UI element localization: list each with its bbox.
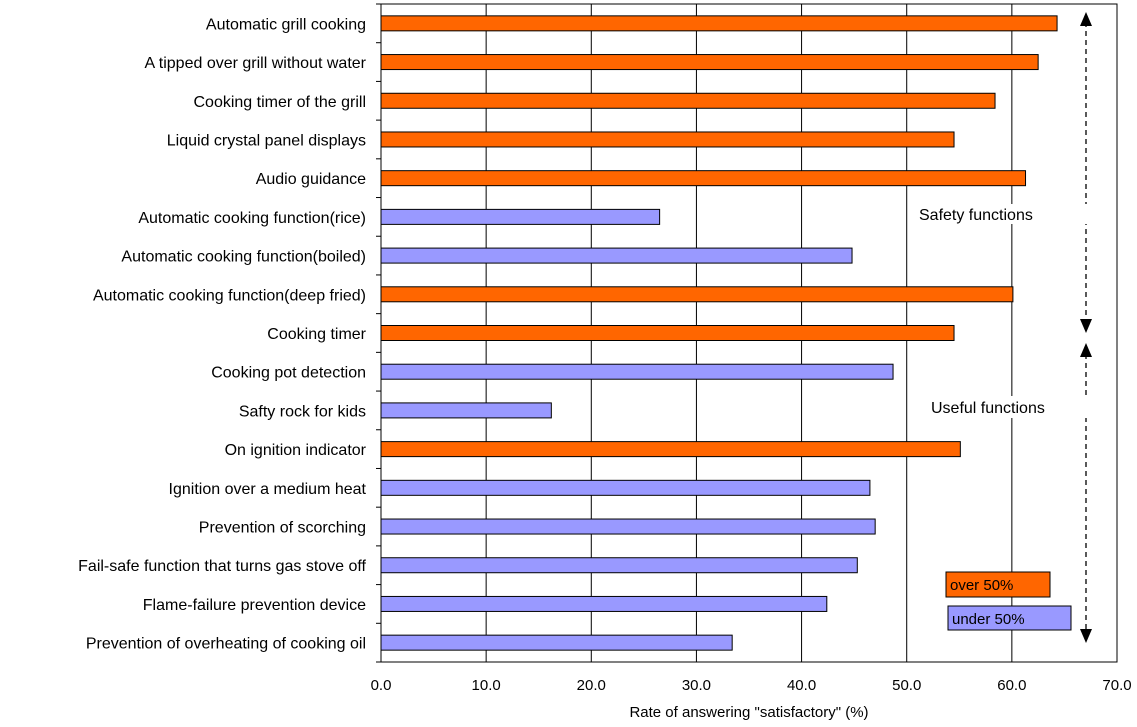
category-label: Ignition over a medium heat bbox=[169, 481, 367, 498]
category-label: Fail-safe function that turns gas stove … bbox=[78, 558, 366, 575]
bar bbox=[380, 15, 1058, 32]
bar bbox=[380, 634, 733, 651]
safety-label-bg bbox=[916, 204, 1094, 224]
category-label: A tipped over grill without water bbox=[145, 55, 367, 72]
legend-under-swatch bbox=[947, 605, 1072, 631]
legend-over-swatch bbox=[945, 571, 1051, 598]
bar bbox=[380, 325, 955, 341]
category-label: Liquid crystal panel displays bbox=[167, 132, 366, 149]
bar bbox=[380, 247, 853, 264]
bar bbox=[380, 286, 1014, 303]
category-label: Safty rock for kids bbox=[239, 403, 366, 420]
x-tick-label: 70.0 bbox=[1102, 677, 1131, 694]
useful-label-bg bbox=[928, 396, 1098, 418]
bar bbox=[380, 557, 858, 574]
bar bbox=[380, 479, 871, 496]
safety-functions-label: Safety functions bbox=[919, 207, 1033, 224]
legend-under-label: under 50% bbox=[952, 611, 1025, 628]
category-label: Prevention of overheating of cooking oil bbox=[86, 636, 366, 653]
x-tick-label: 30.0 bbox=[682, 677, 711, 694]
bar bbox=[380, 131, 955, 148]
category-label: Cooking timer of the grill bbox=[193, 94, 366, 111]
bar bbox=[380, 54, 1039, 71]
category-label: Cooking pot detection bbox=[211, 365, 366, 382]
x-tick-labels: 0.0 10.0 20.0 30.0 40.0 50.0 60.0 70.0 bbox=[371, 677, 1132, 694]
bar bbox=[380, 92, 996, 109]
useful-functions-annotation: Useful functions bbox=[928, 343, 1098, 643]
useful-functions-label: Useful functions bbox=[931, 400, 1045, 417]
category-label: Automatic cooking function(deep fried) bbox=[93, 287, 366, 304]
y-tick-marks bbox=[376, 3, 381, 663]
legend: over 50% under 50% bbox=[945, 571, 1072, 631]
category-label: On ignition indicator bbox=[225, 442, 367, 459]
category-label: Prevention of scorching bbox=[199, 520, 366, 537]
bar bbox=[380, 170, 1027, 187]
useful-arrow-up-head bbox=[1080, 343, 1092, 357]
safety-arrow-down-head bbox=[1080, 319, 1092, 333]
legend-over-label: over 50% bbox=[950, 577, 1013, 594]
bars bbox=[380, 15, 1058, 651]
safety-functions-annotation: Safety functions bbox=[916, 12, 1094, 333]
bar bbox=[380, 595, 828, 612]
x-tick-label: 60.0 bbox=[997, 677, 1026, 694]
bar bbox=[380, 363, 894, 380]
bar bbox=[380, 441, 961, 458]
safety-arrow-up-head bbox=[1080, 12, 1092, 26]
x-tick-label: 20.0 bbox=[577, 677, 606, 694]
category-label: Automatic cooking function(boiled) bbox=[121, 249, 366, 266]
category-label: Cooking timer bbox=[267, 326, 366, 343]
category-label: Flame-failure prevention device bbox=[143, 597, 366, 614]
category-label: Automatic grill cooking bbox=[206, 16, 366, 33]
category-labels: Automatic grill cooking A tipped over gri… bbox=[78, 16, 367, 652]
bar bbox=[380, 208, 661, 225]
category-label: Automatic cooking function(rice) bbox=[138, 210, 366, 227]
bar bbox=[380, 518, 876, 535]
category-label: Audio guidance bbox=[256, 171, 366, 188]
x-axis-title: Rate of answering "satisfactory" (%) bbox=[629, 704, 868, 721]
bar bbox=[380, 402, 552, 419]
x-tick-label: 0.0 bbox=[371, 677, 392, 694]
x-tick-label: 50.0 bbox=[892, 677, 921, 694]
x-tick-label: 40.0 bbox=[787, 677, 816, 694]
useful-arrow-down-head bbox=[1080, 629, 1092, 643]
x-tick-label: 10.0 bbox=[472, 677, 501, 694]
